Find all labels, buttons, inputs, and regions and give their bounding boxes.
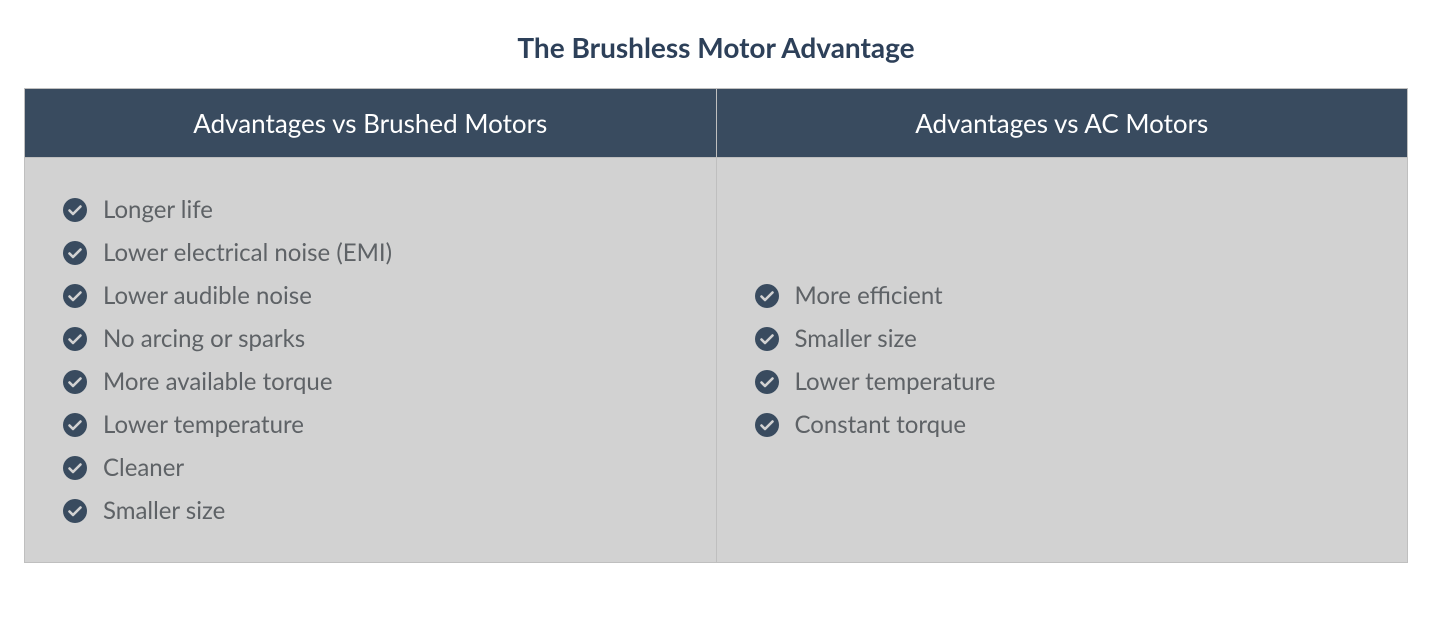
list-item: Lower electrical noise (EMI) xyxy=(63,231,678,274)
check-icon xyxy=(755,284,779,308)
list-brushed: Longer life Lower electrical noise (EMI)… xyxy=(63,188,678,532)
list-item-label: More efficient xyxy=(795,281,943,310)
check-icon xyxy=(63,284,87,308)
list-item-label: No arcing or sparks xyxy=(103,324,305,353)
check-icon xyxy=(63,370,87,394)
list-item-label: Lower temperature xyxy=(795,367,996,396)
list-item: Lower temperature xyxy=(755,360,1370,403)
list-item-label: More available torque xyxy=(103,367,333,396)
list-item: No arcing or sparks xyxy=(63,317,678,360)
check-icon xyxy=(63,499,87,523)
column-brushed: Advantages vs Brushed Motors Longer life… xyxy=(25,89,717,562)
check-icon xyxy=(755,370,779,394)
list-item: Longer life xyxy=(63,188,678,231)
column-ac: Advantages vs AC Motors More efficient S… xyxy=(717,89,1408,562)
list-item-label: Longer life xyxy=(103,195,213,224)
list-item: Lower audible noise xyxy=(63,274,678,317)
list-item: Constant torque xyxy=(755,403,1370,446)
list-item: Lower temperature xyxy=(63,403,678,446)
list-ac: More efficient Smaller size Lower temper… xyxy=(755,274,1370,446)
list-item: Smaller size xyxy=(755,317,1370,360)
list-item-label: Cleaner xyxy=(103,453,184,482)
check-icon xyxy=(63,198,87,222)
column-body-ac: More efficient Smaller size Lower temper… xyxy=(717,158,1408,562)
column-header-ac: Advantages vs AC Motors xyxy=(717,89,1408,158)
column-body-brushed: Longer life Lower electrical noise (EMI)… xyxy=(25,158,716,562)
check-icon xyxy=(755,413,779,437)
list-item-label: Lower temperature xyxy=(103,410,304,439)
check-icon xyxy=(63,327,87,351)
check-icon xyxy=(63,241,87,265)
list-item: More efficient xyxy=(755,274,1370,317)
list-item: Cleaner xyxy=(63,446,678,489)
list-item-label: Smaller size xyxy=(103,496,225,525)
list-item-label: Lower electrical noise (EMI) xyxy=(103,238,392,267)
comparison-table: Advantages vs Brushed Motors Longer life… xyxy=(24,88,1408,563)
list-item: More available torque xyxy=(63,360,678,403)
check-icon xyxy=(63,413,87,437)
list-item-label: Constant torque xyxy=(795,410,967,439)
list-item-label: Smaller size xyxy=(795,324,917,353)
list-item-label: Lower audible noise xyxy=(103,281,312,310)
page-title: The Brushless Motor Advantage xyxy=(20,30,1412,64)
column-header-brushed: Advantages vs Brushed Motors xyxy=(25,89,716,158)
list-item: Smaller size xyxy=(63,489,678,532)
check-icon xyxy=(63,456,87,480)
check-icon xyxy=(755,327,779,351)
